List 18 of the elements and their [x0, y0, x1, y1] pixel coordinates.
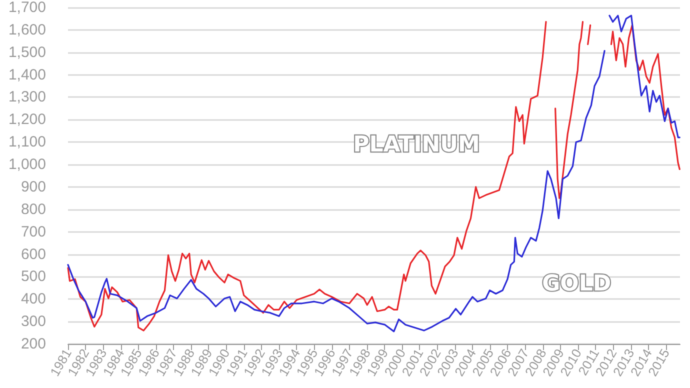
y-tick-label: 500 — [20, 268, 46, 286]
y-tick-label: 1,400 — [8, 66, 46, 84]
series-label: PLATINUM — [353, 132, 480, 158]
y-tick-label: 1,300 — [8, 88, 46, 106]
y-tick-label: 200 — [20, 336, 46, 352]
y-tick-label: 1,100 — [8, 134, 46, 151]
y-tick-label: 700 — [20, 223, 46, 240]
series-label: GOLD — [542, 272, 612, 297]
y-tick-label: 1,500 — [8, 44, 46, 61]
y-tick-label: 800 — [20, 200, 46, 218]
y-tick-label: 1,600 — [8, 21, 46, 38]
y-tick-label: 900 — [20, 178, 46, 196]
y-tick-label: 1,200 — [8, 111, 46, 128]
y-tick-label: 1,000 — [8, 156, 46, 174]
y-tick-label: 300 — [20, 313, 46, 330]
y-tick-label: 600 — [20, 246, 46, 263]
y-tick-label: 400 — [20, 290, 46, 308]
y-tick-label: 1,700 — [8, 0, 46, 16]
